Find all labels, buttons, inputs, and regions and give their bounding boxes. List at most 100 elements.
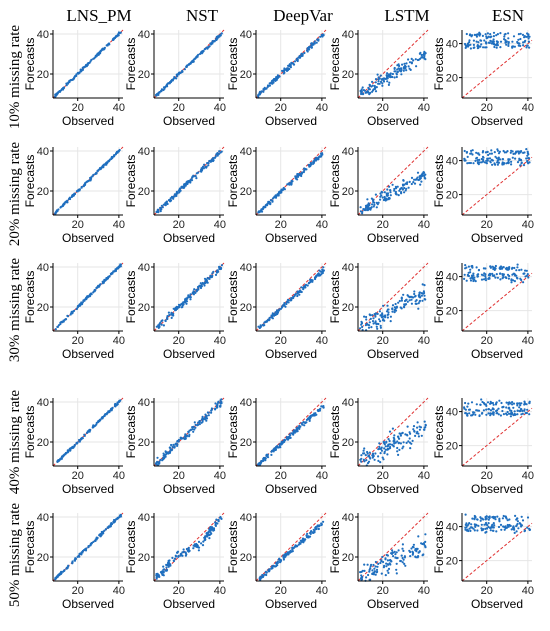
data-point	[494, 403, 498, 406]
data-point	[479, 519, 482, 522]
data-point	[410, 547, 413, 550]
data-point	[376, 327, 379, 330]
data-point	[199, 285, 202, 288]
data-point	[315, 527, 318, 531]
data-point	[185, 181, 188, 184]
y-tick-label: 20	[342, 302, 354, 314]
data-point	[276, 561, 279, 565]
data-point	[514, 514, 517, 518]
data-point	[362, 89, 365, 92]
data-point	[405, 187, 408, 190]
data-point	[494, 155, 497, 158]
data-point	[374, 452, 377, 455]
data-point	[408, 441, 412, 444]
data-point	[485, 408, 488, 411]
data-point	[469, 279, 473, 282]
data-point	[166, 316, 169, 319]
data-point	[268, 316, 271, 319]
data-point	[527, 37, 530, 40]
data-point	[280, 559, 283, 562]
y-axis-label: Forecasts	[124, 38, 138, 91]
data-point	[497, 525, 501, 529]
x-tick-label: 40	[113, 219, 125, 231]
data-point	[495, 409, 498, 413]
data-point	[401, 561, 404, 564]
data-point	[393, 311, 396, 314]
data-point	[402, 441, 405, 444]
data-point	[381, 84, 384, 87]
data-point	[98, 285, 101, 288]
data-point	[386, 313, 389, 316]
data-point	[113, 520, 117, 523]
x-tick-label: 40	[522, 335, 534, 347]
data-point	[117, 31, 120, 34]
data-point	[464, 523, 467, 527]
x-axis-label: Observed	[367, 482, 419, 496]
data-point	[286, 183, 289, 186]
x-axis-label: Observed	[163, 347, 215, 361]
data-point	[263, 88, 266, 91]
data-point	[203, 539, 206, 542]
data-point	[470, 401, 474, 404]
data-point	[386, 188, 389, 191]
data-point	[202, 167, 205, 170]
data-point	[386, 554, 389, 557]
data-point	[162, 88, 165, 91]
data-point	[496, 33, 499, 36]
data-point	[518, 269, 521, 272]
data-point	[259, 324, 262, 327]
data-point	[491, 265, 494, 268]
data-point	[367, 203, 370, 206]
data-point	[88, 179, 91, 182]
data-point	[402, 293, 405, 296]
data-point	[378, 318, 381, 321]
x-axis-label: Observed	[62, 597, 114, 611]
data-point	[55, 210, 59, 213]
data-point	[409, 555, 412, 558]
data-point	[185, 300, 189, 303]
data-point	[173, 445, 176, 448]
data-point	[465, 279, 468, 282]
y-axis-label: Forecasts	[124, 271, 138, 324]
data-point	[164, 204, 167, 207]
data-point	[481, 400, 484, 404]
data-point	[54, 328, 57, 331]
data-point	[415, 302, 418, 305]
data-point	[387, 567, 391, 571]
y-tick-label: 20	[37, 552, 49, 564]
y-tick-label: 20	[240, 302, 252, 314]
data-point	[170, 449, 173, 452]
data-point	[394, 70, 397, 73]
data-point	[286, 438, 290, 441]
data-point	[282, 440, 285, 443]
data-point	[360, 574, 363, 577]
data-point	[421, 299, 424, 302]
data-point	[119, 263, 122, 266]
data-point	[488, 272, 491, 275]
data-point	[517, 152, 521, 155]
data-point	[523, 36, 526, 39]
data-point	[383, 447, 386, 450]
data-point	[272, 564, 275, 568]
data-point	[156, 456, 159, 459]
data-point	[465, 32, 468, 36]
data-point	[504, 276, 507, 279]
data-point	[467, 402, 470, 405]
data-point	[423, 420, 426, 423]
data-point	[213, 156, 216, 159]
data-point	[313, 40, 316, 43]
data-point	[485, 404, 488, 407]
data-point	[97, 52, 100, 55]
data-point	[489, 36, 492, 39]
data-point	[512, 525, 515, 528]
data-point	[376, 312, 379, 315]
data-point	[382, 77, 386, 80]
data-point	[214, 521, 217, 524]
data-point	[305, 418, 308, 421]
data-point	[287, 552, 290, 556]
data-point	[415, 556, 418, 559]
data-point	[390, 552, 394, 556]
data-point	[477, 269, 480, 272]
data-point	[490, 42, 493, 45]
